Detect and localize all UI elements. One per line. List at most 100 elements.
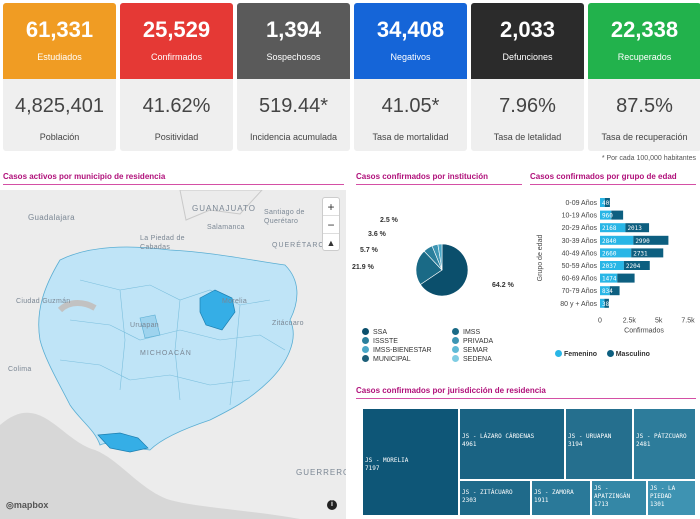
card-label-secondary: Tasa de recuperación xyxy=(601,132,688,142)
bar-femenino[interactable] xyxy=(600,298,605,308)
legend-item[interactable]: PRIVADA xyxy=(452,337,493,345)
cell-name: JS - LA PIEDAD xyxy=(650,485,676,500)
card-estudiados: 61,331 Estudiados 4,825,401 Población xyxy=(3,3,116,151)
bar-masculino[interactable] xyxy=(617,273,635,283)
state-border xyxy=(179,190,263,221)
card-top: 2,033 Defunciones xyxy=(471,3,584,79)
bar-masculino[interactable] xyxy=(633,235,669,245)
bar-masculino[interactable] xyxy=(604,298,609,308)
legend-label: IMSS-BIENESTAR xyxy=(373,347,432,354)
treemap-cell[interactable]: JS - PÁTZCUARO 2481 xyxy=(633,408,696,480)
bar-femenino[interactable] xyxy=(600,248,632,258)
michoacan-region xyxy=(38,246,298,451)
treemap-cell[interactable]: JS - URUAPAN 3194 xyxy=(565,408,633,480)
treemap-cell[interactable]: JS - APATZINGÁN 1713 xyxy=(591,480,647,516)
card-defunciones: 2,033 Defunciones 7.96% Tasa de letalidad xyxy=(471,3,584,151)
card-bottom: 41.62% Positividad xyxy=(120,79,233,142)
bar-femenino[interactable] xyxy=(600,235,634,245)
zoom-controls: + − ▲ xyxy=(322,197,340,251)
data-label: 2731 xyxy=(633,250,648,257)
card-value-secondary: 41.05* xyxy=(381,95,440,117)
bar-femenino[interactable] xyxy=(600,261,624,270)
treemap-cell[interactable]: JS - ZAMORA 1911 xyxy=(531,480,591,516)
legend-label: SSA xyxy=(373,329,388,336)
card-top: 1,394 Sospechosos xyxy=(237,3,350,79)
cell-value: 2303 xyxy=(462,497,477,504)
bar-femenino[interactable] xyxy=(600,286,610,296)
y-tick-label: 30-39 Años xyxy=(562,238,598,245)
treemap-cell[interactable]: JS - MORELIA 7197 xyxy=(362,408,459,516)
cell-value: 1713 xyxy=(594,501,609,508)
legend-masculino[interactable]: Masculino xyxy=(606,350,650,358)
y-tick-label: 70-79 Años xyxy=(562,288,598,295)
section-title-map: Casos activos por municipio de residenci… xyxy=(3,172,344,185)
legend-femenino[interactable]: Femenino xyxy=(555,350,597,358)
data-label: 2840 xyxy=(602,238,617,245)
footnote: * Por cada 100,000 habitantes xyxy=(601,155,696,162)
legend-label: MUNICIPAL xyxy=(373,356,411,363)
map-svg xyxy=(0,190,346,519)
legend-label: SEMAR xyxy=(463,347,488,354)
bar-femenino[interactable] xyxy=(600,273,618,283)
zoom-out-button[interactable]: − xyxy=(323,216,339,234)
compass-button[interactable]: ▲ xyxy=(326,238,336,248)
card-confirmados: 25,529 Confirmados 41.62% Positividad xyxy=(120,3,233,151)
mapbox-attribution: mapbox xyxy=(13,500,49,510)
state-label: MICHOACÁN xyxy=(140,350,192,357)
bar-masculino[interactable] xyxy=(604,198,610,207)
x-tick-label: 0 xyxy=(598,317,602,324)
cell-value: 2481 xyxy=(636,441,651,448)
zoom-in-button[interactable]: + xyxy=(323,198,339,216)
bar-femenino[interactable] xyxy=(600,223,626,233)
legend-dot xyxy=(452,346,459,353)
mapbox-logo[interactable]: ◎mapbox xyxy=(6,500,48,511)
mapbox-icon: ◎ xyxy=(6,500,14,510)
y-tick-label: 40-49 Años xyxy=(562,250,598,257)
legend-item[interactable]: ISSSTE xyxy=(362,337,398,345)
city-label: Uruapan xyxy=(130,322,159,329)
bar-masculino[interactable] xyxy=(625,223,650,233)
treemap-cell[interactable]: JS - ZITÁCUARO 2303 xyxy=(459,480,531,516)
cell-name: JS - MORELIA xyxy=(365,457,409,464)
card-value: 25,529 xyxy=(142,17,211,42)
cell-name: JS - ZAMORA xyxy=(534,489,574,496)
info-icon[interactable]: i xyxy=(327,500,337,510)
bar-femenino[interactable] xyxy=(600,210,612,220)
treemap-cell[interactable]: JS - LA PIEDAD 1301 xyxy=(647,480,696,516)
card-label: Sospechosos xyxy=(266,52,321,62)
bar-masculino[interactable] xyxy=(623,261,650,270)
y-tick-label: 50-59 Años xyxy=(562,263,598,270)
pie-slice[interactable] xyxy=(437,243,443,271)
lake-chapala xyxy=(57,300,97,313)
legend-item[interactable]: SEDENA xyxy=(452,355,492,363)
card-top: 22,338 Recuperados xyxy=(588,3,700,79)
pie-slice[interactable] xyxy=(415,250,443,285)
legend-item[interactable]: SEMAR xyxy=(452,346,488,354)
bar-femenino[interactable] xyxy=(600,198,605,207)
data-label: 405 xyxy=(602,200,613,207)
legend-item[interactable]: SSA xyxy=(362,328,387,336)
y-tick-label: 10-19 Años xyxy=(562,213,598,220)
bar-masculino[interactable] xyxy=(609,286,620,296)
legend-item[interactable]: IMSS-BIENESTAR xyxy=(362,346,432,354)
bar-masculino[interactable] xyxy=(611,210,624,220)
card-recuperados: 22,338 Recuperados 87.5% Tasa de recuperac… xyxy=(588,3,700,151)
data-label: 2660 xyxy=(602,250,617,257)
x-tick-label: 2.5k xyxy=(623,317,637,324)
data-label: 2037 xyxy=(602,263,617,270)
treemap-cell[interactable]: JS - LÁZARO CÁRDENAS 4961 xyxy=(459,408,565,480)
card-value-secondary: 41.62% xyxy=(142,95,211,117)
city-label: Colima xyxy=(8,366,32,373)
card-value-secondary: 4,825,401 xyxy=(15,95,104,117)
age-bar-chart: Grupo de edad 0-09 Años 405 10-19 Años 960 20… xyxy=(537,198,695,334)
state-label: GUANAJUATO xyxy=(192,204,256,213)
map-canvas[interactable]: Guadalajara GUANAJUATO Salamanca Santiag… xyxy=(0,190,346,519)
legend-item[interactable]: IMSS xyxy=(452,328,480,336)
pie-data-label: 21.9 % xyxy=(352,264,375,271)
pie-slice[interactable] xyxy=(420,243,469,297)
bar-masculino[interactable] xyxy=(631,248,664,258)
card-negativos: 34,408 Negativos 41.05* Tasa de mortalidad xyxy=(354,3,467,151)
city-label: Guadalajara xyxy=(28,213,75,222)
city-label: Morelia xyxy=(222,298,248,305)
legend-item[interactable]: MUNICIPAL xyxy=(362,355,411,363)
